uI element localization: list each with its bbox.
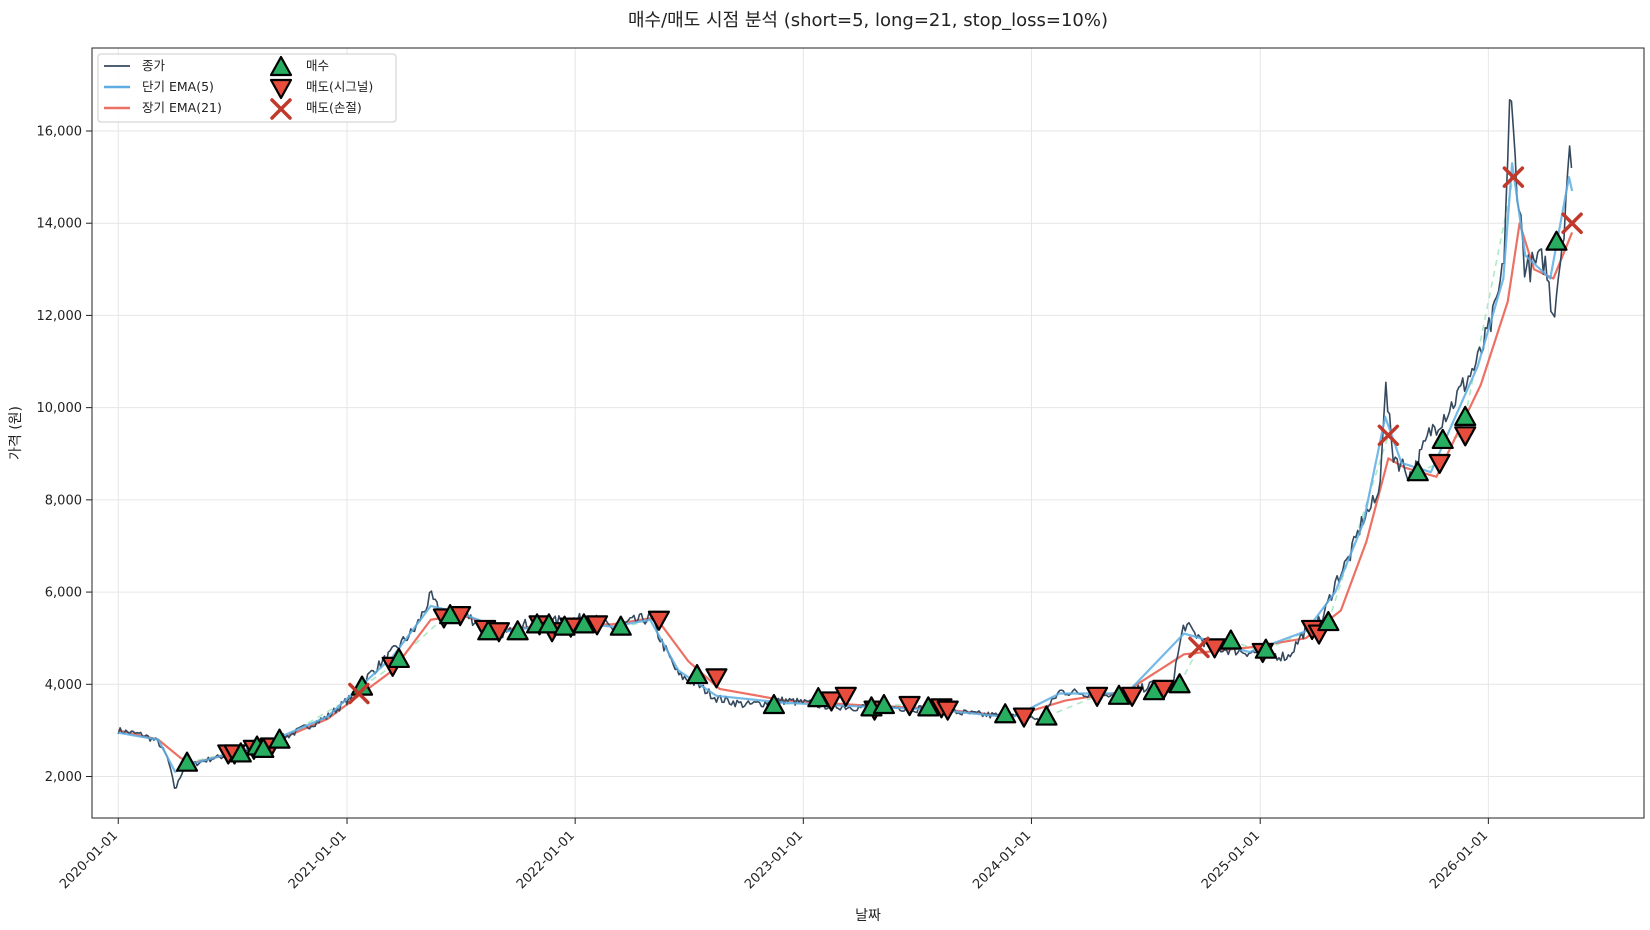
trade-connector <box>1265 628 1313 651</box>
buy-marker <box>268 728 291 749</box>
buy-marker <box>506 620 529 641</box>
legend-sell-signal-marker <box>269 78 293 100</box>
buy-marker <box>872 693 896 715</box>
sell-signal-marker <box>1012 707 1036 728</box>
sell-stop-marker <box>348 682 370 705</box>
sell-stop-stroke <box>1188 636 1210 659</box>
buy-marker <box>917 696 940 717</box>
sell-signal-marker <box>705 668 728 689</box>
legend: 종가 단기 EMA(5) 장기 EMA(21) 매수 매도(시그널) 매도(손절… <box>97 53 397 123</box>
sell-stop-stroke <box>1377 424 1400 447</box>
buy-marker <box>175 751 199 772</box>
legend-buy-triangle <box>269 55 293 77</box>
legend-buy-marker <box>269 55 293 77</box>
sell-signal-marker <box>936 700 959 721</box>
buy-marker <box>439 604 462 625</box>
buy-marker <box>1168 673 1191 694</box>
sell-signal-marker <box>1428 453 1451 475</box>
y-tick-label: 12,000 <box>37 309 83 324</box>
sell-stop-stroke <box>348 682 370 705</box>
y-tick-label: 14,000 <box>37 217 83 232</box>
sell-signal-marker <box>898 695 921 717</box>
buy-marker <box>1406 461 1429 482</box>
grid <box>92 48 1644 818</box>
legend-stop-cross <box>270 98 292 120</box>
sell-signal-marker <box>1085 686 1109 707</box>
buy-marker <box>609 615 632 636</box>
legend-ema-long-label: 장기 EMA(21) <box>142 100 222 115</box>
x-axis-label: 날짜 <box>855 908 881 924</box>
buy-marker <box>252 737 275 758</box>
sell-signal-marker <box>585 615 609 636</box>
y-tick-label: 4,000 <box>45 678 82 693</box>
sell-stop-marker <box>1188 636 1210 659</box>
buy-marker <box>572 613 596 634</box>
y-tick-label: 2,000 <box>45 770 82 785</box>
legend-ema-short-label: 단기 EMA(5) <box>142 79 214 94</box>
buy-marker <box>685 663 709 685</box>
trade-connector <box>1046 695 1098 718</box>
y-tick-label: 16,000 <box>37 124 83 139</box>
buy-marker <box>1219 629 1242 650</box>
sell-signal-marker <box>647 610 671 631</box>
legend-sell-stop-label: 매도(손절) <box>306 100 362 115</box>
buy-marker <box>387 647 410 669</box>
legend-sell-signal-label: 매도(시그널) <box>306 79 373 94</box>
sell-stop-marker <box>1377 424 1400 447</box>
buy-marker <box>553 615 576 636</box>
y-tick-label: 8,000 <box>45 493 82 508</box>
sell-stop-stroke <box>1561 212 1583 234</box>
plot-area <box>117 98 1583 789</box>
sell-stop-stroke <box>1502 166 1525 188</box>
sell-signal-marker <box>834 686 857 707</box>
buy-marker <box>1454 405 1477 426</box>
sell-stop-stroke <box>270 98 292 120</box>
buy-marker <box>1107 684 1131 705</box>
sell-signal-marker <box>1120 686 1144 707</box>
buy-marker <box>1431 428 1454 450</box>
buy-marker <box>537 613 561 634</box>
y-tick-label: 6,000 <box>45 586 82 601</box>
sell-stop-marker <box>1561 212 1583 234</box>
legend-close-label: 종가 <box>142 58 166 73</box>
buy-marker <box>1142 680 1166 701</box>
y-tick-label: 10,000 <box>37 401 83 416</box>
buy-marker <box>477 620 500 641</box>
buy-marker <box>1317 610 1340 632</box>
buy-marker <box>762 693 786 715</box>
buy-marker <box>1545 230 1568 251</box>
axes-frame <box>91 47 1645 819</box>
buy-marker <box>229 742 252 763</box>
legend-sell-triangle <box>269 78 293 100</box>
y-axis-label: 가격 (원) <box>8 406 24 460</box>
buy-marker <box>1035 705 1058 726</box>
sell-signal-marker <box>1203 638 1226 659</box>
legend-box <box>97 53 397 123</box>
chart-title: 매수/매도 시점 분석 (short=5, long=21, stop_loss… <box>628 10 1108 31</box>
buy-marker <box>807 687 830 708</box>
buy-marker <box>994 703 1017 724</box>
buy-marker <box>1254 638 1277 659</box>
sell-stop-marker <box>1502 166 1525 188</box>
legend-sell-stop-marker <box>270 98 292 120</box>
sell-signal-marker <box>1454 426 1477 447</box>
legend-buy-label: 매수 <box>306 58 329 73</box>
